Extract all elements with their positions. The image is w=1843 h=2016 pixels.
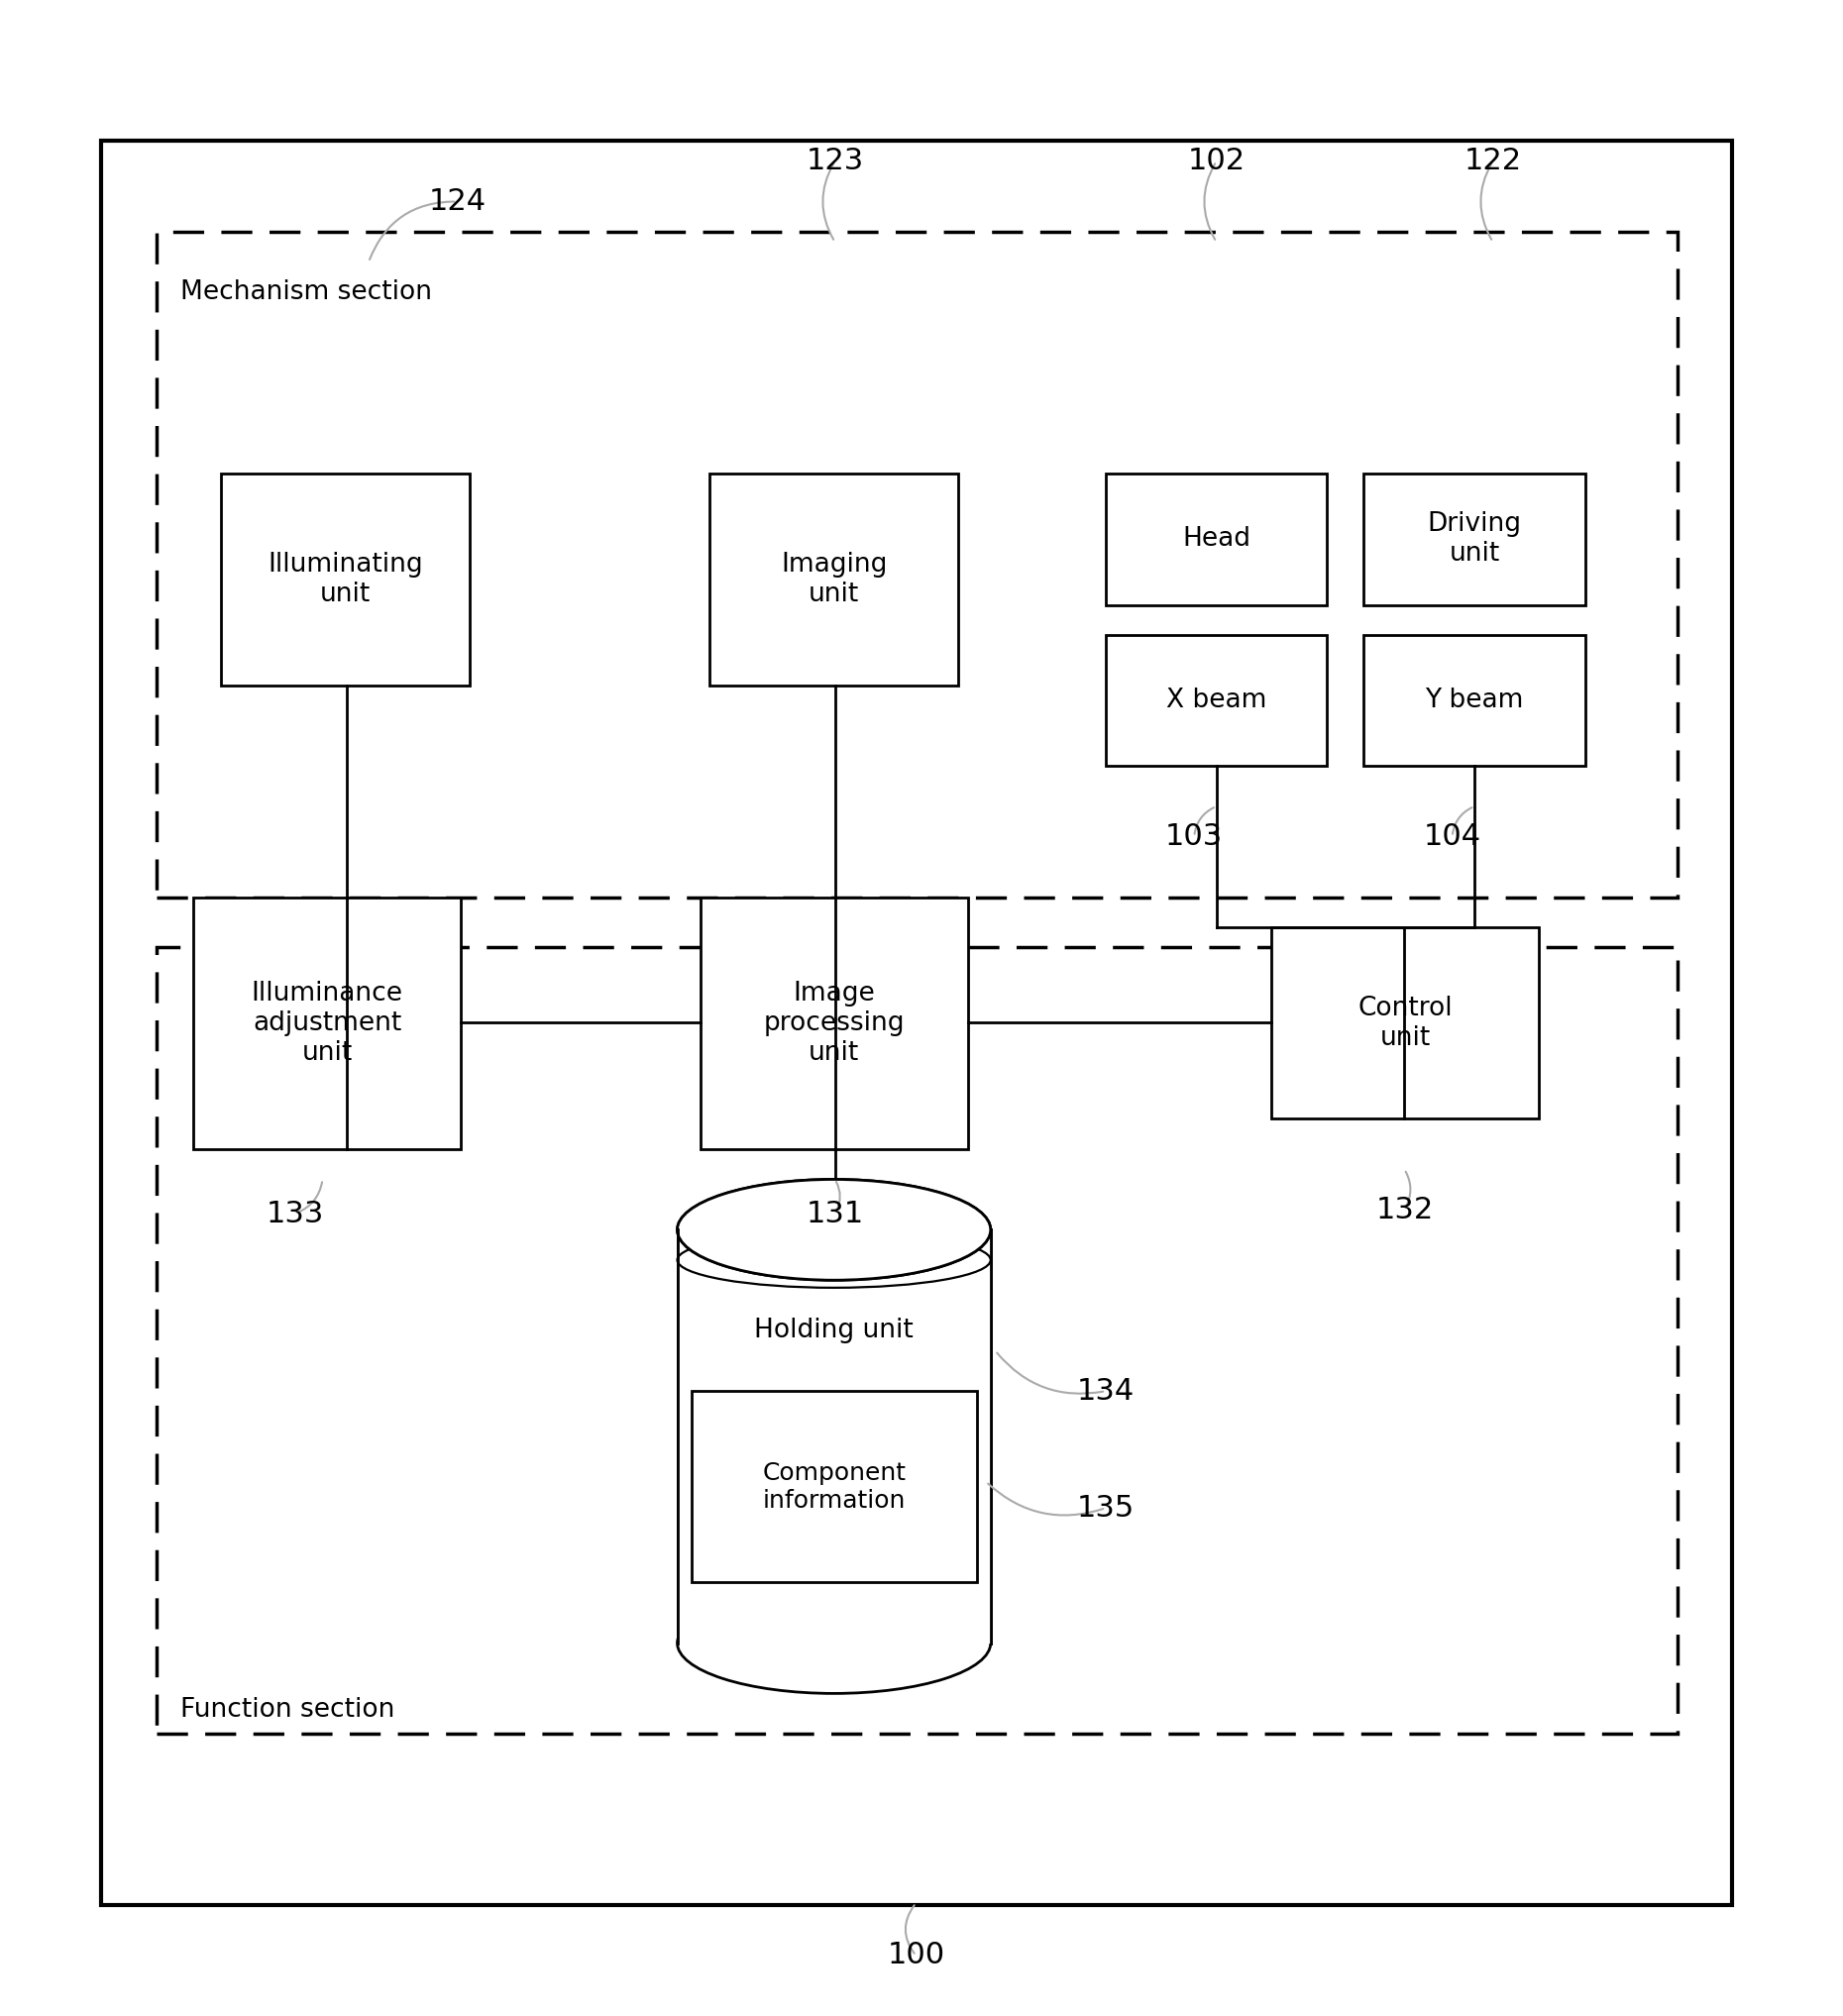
Bar xyxy=(676,1230,990,1643)
Text: 124: 124 xyxy=(428,187,487,216)
Text: 103: 103 xyxy=(1165,823,1224,851)
Ellipse shape xyxy=(676,1593,992,1693)
Bar xyxy=(194,897,461,1149)
Text: 100: 100 xyxy=(886,1941,945,1970)
Text: Imaging
unit: Imaging unit xyxy=(781,552,886,607)
Text: Function section: Function section xyxy=(181,1697,394,1722)
Bar xyxy=(1364,474,1585,605)
Text: Illuminance
adjustment
unit: Illuminance adjustment unit xyxy=(251,980,404,1066)
Bar xyxy=(221,474,470,685)
Bar xyxy=(700,897,968,1149)
Text: Mechanism section: Mechanism section xyxy=(181,280,433,304)
Text: Illuminating
unit: Illuminating unit xyxy=(267,552,424,607)
Text: 134: 134 xyxy=(1076,1377,1135,1405)
Text: X beam: X beam xyxy=(1167,687,1266,714)
Text: 122: 122 xyxy=(1463,147,1522,175)
Bar xyxy=(1364,635,1585,766)
Text: Y beam: Y beam xyxy=(1425,687,1524,714)
Text: 132: 132 xyxy=(1375,1195,1434,1224)
Bar xyxy=(157,948,1677,1734)
Text: 123: 123 xyxy=(805,147,864,175)
Bar xyxy=(101,141,1732,1905)
Text: 102: 102 xyxy=(1187,147,1246,175)
Text: Holding unit: Holding unit xyxy=(754,1318,914,1343)
Text: Head: Head xyxy=(1181,526,1251,552)
Bar xyxy=(1106,474,1327,605)
Ellipse shape xyxy=(676,1179,992,1280)
Text: 131: 131 xyxy=(805,1200,864,1228)
Bar xyxy=(710,474,958,685)
Text: 104: 104 xyxy=(1423,823,1482,851)
Text: Component
information: Component information xyxy=(763,1462,905,1512)
Ellipse shape xyxy=(676,1179,992,1280)
Text: Control
unit: Control unit xyxy=(1358,996,1452,1050)
Bar xyxy=(157,232,1677,897)
Bar xyxy=(691,1391,977,1583)
Text: 135: 135 xyxy=(1076,1494,1135,1522)
Text: Image
processing
unit: Image processing unit xyxy=(763,980,905,1066)
Text: Driving
unit: Driving unit xyxy=(1426,512,1522,566)
Text: 133: 133 xyxy=(265,1200,324,1228)
Bar xyxy=(1106,635,1327,766)
Bar xyxy=(1272,927,1539,1119)
